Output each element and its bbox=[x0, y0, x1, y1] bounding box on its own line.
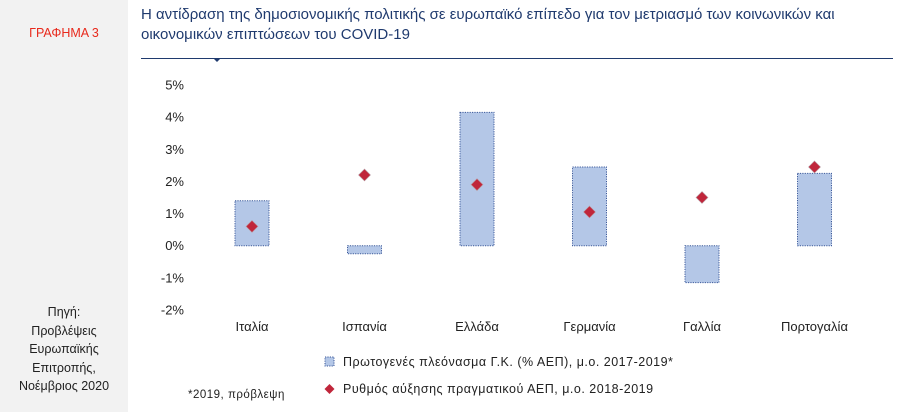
legend-marker-swatch bbox=[324, 384, 335, 394]
bar bbox=[347, 245, 382, 255]
category-label: Γερμανία bbox=[563, 319, 616, 334]
category-label: Γαλλία bbox=[683, 319, 722, 334]
y-tick-label: 4% bbox=[165, 110, 184, 125]
source-line: Πηγή: bbox=[47, 305, 81, 319]
y-tick-label: 1% bbox=[165, 206, 184, 221]
category-label: Ιταλία bbox=[236, 319, 269, 334]
y-tick-label: 2% bbox=[165, 174, 184, 189]
title-rule-notch bbox=[213, 58, 221, 62]
bar bbox=[684, 245, 720, 284]
category-label: Ισπανία bbox=[342, 319, 387, 334]
y-axis: -2% -1% 0% 1% 2% 3% 4% 5% bbox=[161, 78, 185, 318]
source-line: Προβλέψεις bbox=[31, 323, 97, 338]
bar bbox=[797, 172, 832, 247]
sidebar-panel: ΓΡΑΦΗΜΑ 3 Πηγή: Προβλέψεις Ευρωπαϊκής Επ… bbox=[0, 0, 128, 412]
marker-point bbox=[583, 205, 596, 219]
figure-label: ΓΡΑΦΗΜΑ 3 bbox=[29, 26, 99, 40]
marker-point bbox=[808, 160, 821, 174]
y-tick-label: -2% bbox=[161, 303, 185, 318]
source-note: Πηγή: Προβλέψεις Ευρωπαϊκής Επιτροπής, Ν… bbox=[2, 303, 126, 396]
legend-bar-swatch bbox=[324, 356, 335, 367]
bar-series bbox=[234, 111, 832, 284]
y-tick-label: 0% bbox=[165, 238, 184, 253]
y-tick-label: 3% bbox=[165, 142, 184, 157]
chart-area: -2% -1% 0% 1% 2% 3% 4% 5% Ιταλία Ισπανία Ελλάδα Γε… bbox=[161, 78, 849, 402]
marker-point bbox=[358, 168, 371, 182]
marker-point bbox=[695, 191, 709, 204]
source-line: Ευρωπαϊκής bbox=[29, 342, 99, 356]
chart-title: Η αντίδραση της δημοσιονομικής πολιτικής… bbox=[141, 6, 835, 43]
marker-series bbox=[245, 160, 821, 233]
legend-bar-label: Πρωτογενές πλεόνασμα Γ.Κ. (% ΑΕΠ), μ.ο. … bbox=[343, 355, 673, 369]
category-label: Ελλάδα bbox=[455, 319, 499, 334]
x-axis: Ιταλία Ισπανία Ελλάδα Γερμανία Γαλλία Πορτογα… bbox=[236, 319, 849, 334]
source-line: Επιτροπής, bbox=[32, 360, 96, 375]
marker-point bbox=[245, 220, 259, 233]
y-tick-label: 5% bbox=[165, 78, 184, 93]
marker-point bbox=[470, 178, 484, 192]
category-label: Πορτογαλία bbox=[781, 319, 848, 334]
legend-marker-label: Ρυθμός αύξησης πραγματικού ΑΕΠ, μ.ο. 201… bbox=[343, 382, 654, 396]
source-line: Νοέμβριος 2020 bbox=[18, 379, 110, 393]
title-rule bbox=[141, 58, 893, 59]
legend: Πρωτογενές πλεόνασμα Γ.Κ. (% ΑΕΠ), μ.ο. … bbox=[324, 355, 673, 396]
footnote: *2019, πρόβλεψη bbox=[188, 389, 285, 401]
y-tick-label: -1% bbox=[161, 270, 185, 285]
